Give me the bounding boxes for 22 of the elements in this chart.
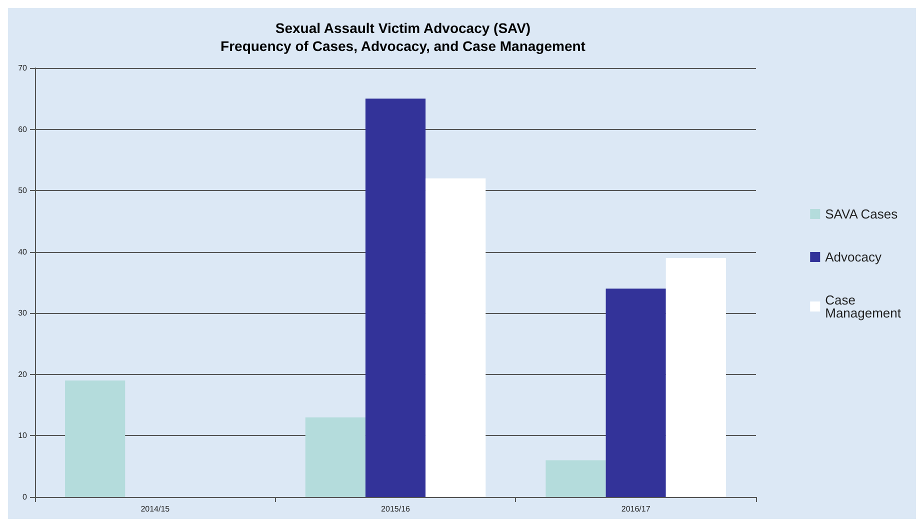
bar [666, 258, 726, 497]
y-tick-label: 0 [22, 492, 28, 502]
y-tick-label: 30 [18, 308, 28, 318]
x-tick-label: 2015/16 [381, 504, 411, 514]
y-tick-label: 10 [18, 431, 28, 440]
y-tick-label: 50 [18, 186, 28, 196]
bar [546, 460, 606, 497]
y-tick-label: 70 [18, 64, 28, 72]
bar [65, 380, 126, 497]
bar [426, 178, 486, 497]
y-tick-label: 40 [18, 247, 28, 256]
bar [606, 288, 666, 497]
chart-title: Sexual Assault Victim Advocacy (SAV) Frequency of Cases, Advocacy, and Case Management [220, 20, 586, 54]
y-tick-label: 20 [18, 370, 28, 379]
bar [365, 98, 426, 497]
legend-label: Advocacy [825, 250, 882, 264]
legend-label: Case Management [825, 292, 902, 320]
y-tick-label: 60 [18, 124, 28, 134]
x-tick-label: 2014/15 [140, 504, 170, 514]
bar [305, 417, 366, 497]
x-tick-label: 2016/17 [621, 504, 651, 514]
legend-label: SAVA Cases [825, 206, 898, 222]
